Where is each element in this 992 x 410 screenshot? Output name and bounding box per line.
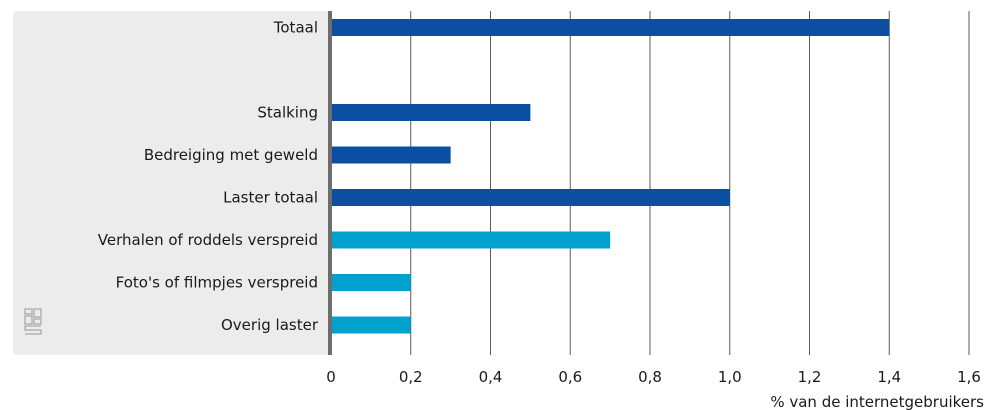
category-label: Foto's of filmpjes verspreid	[116, 274, 318, 292]
x-axis-title: % van de internetgebruikers	[770, 393, 984, 410]
x-tick-label: 0,6	[558, 368, 582, 386]
bar	[331, 274, 411, 291]
bars	[331, 19, 890, 334]
category-label: Totaal	[273, 19, 318, 37]
bar	[331, 104, 531, 121]
label-panel	[13, 11, 330, 355]
cbs-logo-icon	[24, 308, 42, 335]
category-label: Bedreiging met geweld	[144, 146, 318, 164]
bar	[331, 146, 451, 164]
bar	[331, 316, 411, 334]
x-tick-label: 0,8	[638, 368, 662, 386]
x-tick-label: 0,2	[399, 368, 423, 386]
category-label: Overig laster	[221, 316, 319, 334]
x-tick-label: 0,4	[479, 368, 503, 386]
x-tick-label: 1,2	[798, 368, 822, 386]
category-label: Verhalen of roddels verspreid	[98, 231, 318, 249]
x-tick-label: 1,0	[718, 368, 742, 386]
bar	[331, 189, 730, 206]
x-tick-label: 0	[326, 368, 336, 386]
tick-labels: 0 0,2 0,4 0,6 0,8 1,0 1,2 1,4 1,6	[326, 368, 981, 386]
bar	[331, 231, 611, 249]
category-label: Stalking	[257, 104, 318, 122]
category-labels: Totaal Stalking Bedreiging met geweld Laste…	[98, 19, 319, 335]
bar	[331, 19, 890, 36]
gridlines	[410, 11, 970, 355]
x-tick-label: 1,6	[957, 368, 981, 386]
x-tick-label: 1,4	[877, 368, 901, 386]
category-label: Laster totaal	[223, 189, 318, 207]
